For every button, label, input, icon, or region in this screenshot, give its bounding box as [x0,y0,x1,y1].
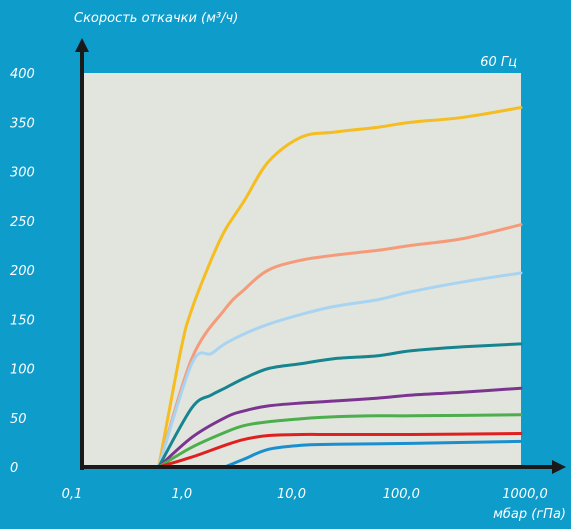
y-tick-label: 150 [10,313,35,328]
y-axis-label: Скорость откачки (м³/ч) [74,11,238,26]
series-line-3 [157,271,523,469]
series-line-1 [157,106,523,469]
x-axis-arrow [552,460,566,474]
series-line-5 [157,386,523,469]
y-tick-label: 350 [10,116,35,131]
series-line-8 [223,439,523,469]
x-tick-label: 10,0 [277,487,306,502]
x-tick-labels: 0,1 1,0 10,0 100,0 1000,0 [62,487,548,502]
series-line-4 [157,342,523,469]
plot-area [82,73,521,467]
x-tick-label: 1000,0 [502,487,548,502]
y-tick-label: 400 [10,67,35,82]
x-tick-label: 0,1 [62,487,83,502]
y-tick-label: 100 [10,363,35,378]
x-tick-label: 1,0 [171,487,192,502]
x-axis-label: мбар (гПа) [493,507,566,522]
y-tick-label: 50 [10,412,27,427]
y-tick-label: 300 [10,166,35,181]
y-tick-label: 0 [10,461,18,476]
y-tick-labels: 0 50 100 150 200 250 300 350 400 [10,67,35,476]
y-axis-arrow [75,38,89,52]
x-tick-label: 100,0 [383,487,420,502]
series-layer [157,106,523,469]
series-line-7 [157,432,523,469]
series-line-6 [157,413,523,469]
y-tick-label: 200 [10,264,35,279]
frequency-annotation: 60 Гц [480,55,517,70]
y-tick-label: 250 [10,215,35,230]
series-line-2 [157,223,523,469]
